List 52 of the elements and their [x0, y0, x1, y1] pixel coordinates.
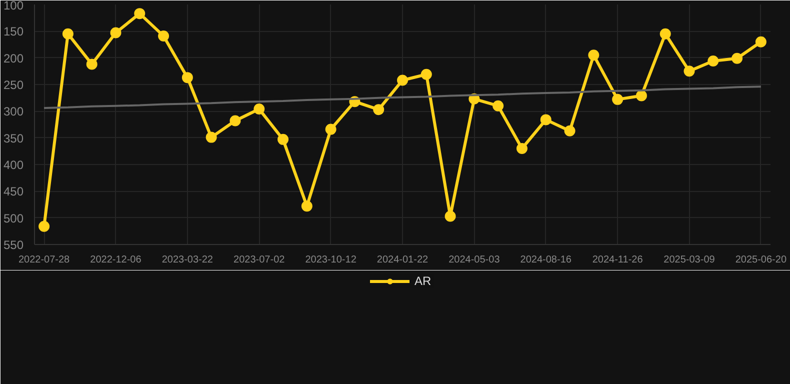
- x-tick-label: 2023-07-02: [234, 254, 286, 266]
- y-tick-label: 100: [3, 0, 24, 12]
- y-tick-label: 500: [3, 211, 24, 226]
- x-tick-label: 2024-01-22: [376, 254, 429, 266]
- point: [732, 52, 743, 64]
- legend-label: AR: [414, 274, 432, 288]
- point: [38, 220, 50, 232]
- point: [230, 115, 241, 126]
- x-tick-label: 2024-11-26: [592, 254, 644, 266]
- point: [254, 104, 265, 115]
- point: [301, 200, 312, 212]
- point: [110, 27, 122, 38]
- y-tick-label: 350: [3, 131, 24, 146]
- point: [158, 30, 170, 42]
- x-tick-label: 2025-06-20: [735, 254, 787, 266]
- y-tick-label: 300: [3, 104, 24, 119]
- point: [444, 210, 456, 222]
- point: [636, 90, 647, 102]
- line-series: [43, 86, 762, 109]
- point: [755, 36, 766, 48]
- y-tick-label: 150: [3, 24, 24, 39]
- x-tick-label: 2022-07-28: [18, 254, 70, 266]
- point: [420, 68, 432, 80]
- x-tick-label: 2024-05-03: [448, 254, 500, 266]
- x-tick-label: 2023-10-12: [305, 254, 357, 266]
- y-tick-label: 250: [3, 78, 24, 92]
- point: [708, 56, 719, 67]
- point: [397, 74, 408, 86]
- point: [373, 104, 384, 116]
- point: [325, 124, 336, 135]
- point: [684, 66, 695, 77]
- point: [492, 100, 504, 112]
- point: [206, 132, 217, 143]
- y-tick-label: 400: [3, 158, 24, 172]
- y-tick-label: 550: [3, 238, 24, 252]
- x-tick-label: 2024-08-16: [520, 254, 572, 266]
- point: [134, 8, 146, 20]
- point: [564, 125, 576, 136]
- x-tick-label: 2025-03-09: [664, 254, 716, 266]
- point: [540, 114, 552, 126]
- point: [62, 28, 74, 40]
- point: [182, 72, 193, 84]
- y-tick-label: 200: [3, 51, 24, 66]
- point: [612, 94, 624, 105]
- x-tick-label: 2023-03-22: [162, 254, 214, 266]
- x-tick-label: 2022-12-06: [90, 254, 142, 266]
- point: [516, 143, 528, 154]
- point: [660, 28, 671, 40]
- point: [588, 50, 600, 61]
- point: [86, 58, 98, 70]
- y-tick-label: 450: [3, 184, 24, 199]
- point: [278, 134, 289, 145]
